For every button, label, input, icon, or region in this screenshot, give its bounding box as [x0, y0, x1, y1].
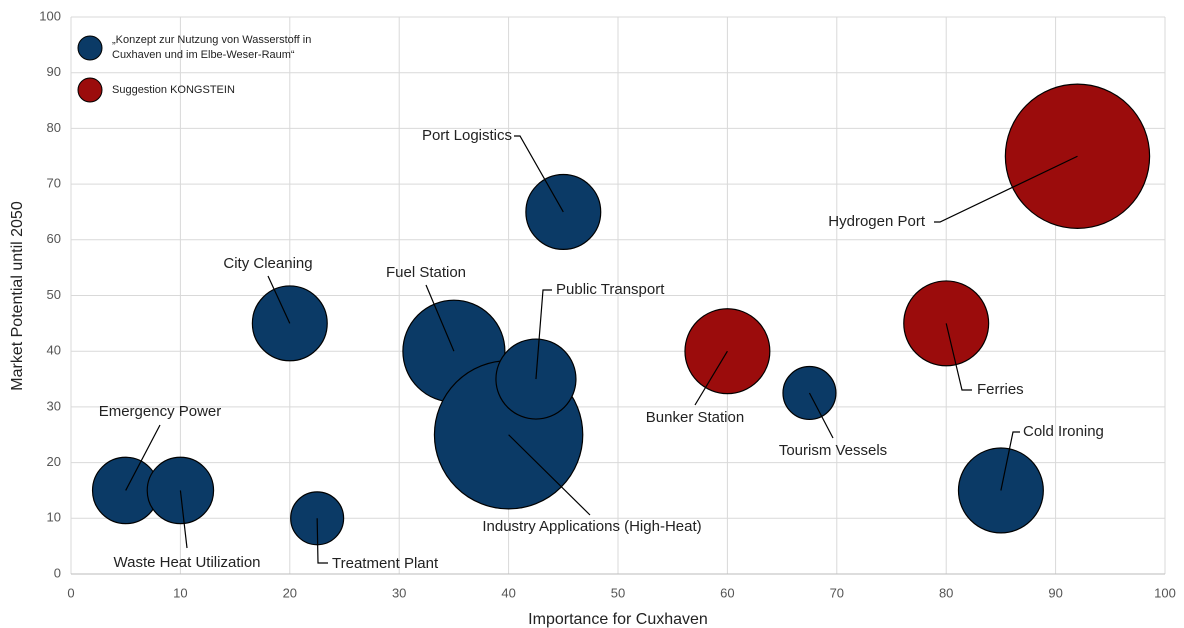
- legend-box: „Konzept zur Nutzung von Wasserstoff in …: [112, 34, 312, 61]
- data-label: Waste Heat Utilization: [114, 554, 261, 571]
- data-label: Emergency Power: [99, 403, 222, 420]
- legend-box: Suggestion KONGSTEIN: [112, 83, 235, 96]
- leader-line: [535, 289, 552, 380]
- data-label: Hydrogen Port: [828, 213, 926, 230]
- bubble: [957, 447, 1044, 534]
- leader-line: [267, 275, 291, 324]
- leader-line: [125, 424, 161, 491]
- y-tick-label: 70: [47, 176, 61, 191]
- x-tick-label: 10: [173, 585, 187, 600]
- x-tick-label: 80: [939, 585, 953, 600]
- y-tick-label: 20: [47, 454, 61, 469]
- y-axis-title: Market Potential until 2050: [9, 201, 26, 391]
- leader-line: [514, 135, 564, 213]
- data-label: Public Transport: [556, 281, 665, 298]
- legend-label: „Konzept zur Nutzung von Wasserstoff in …: [112, 34, 312, 61]
- data-label-box: Industry Applications (High-Heat): [482, 518, 702, 535]
- leader-line: [945, 323, 972, 391]
- x-tick-label: 40: [501, 585, 515, 600]
- x-tick-label: 30: [392, 585, 406, 600]
- data-label: Port Logistics: [422, 127, 512, 144]
- bubble: [251, 285, 328, 362]
- leader-line: [1000, 431, 1020, 491]
- data-label: Bunker Station: [646, 409, 744, 426]
- data-label: Cold Ironing: [1023, 423, 1104, 440]
- legend-marker: [77, 35, 103, 61]
- x-tick-label: 50: [611, 585, 625, 600]
- y-tick-label: 30: [47, 398, 61, 413]
- leader-line: [425, 284, 455, 352]
- x-tick-label: 100: [1154, 585, 1176, 600]
- data-label: Treatment Plant: [332, 555, 439, 572]
- x-tick-label: 20: [283, 585, 297, 600]
- x-tick-label: 0: [67, 585, 74, 600]
- leader-line: [694, 350, 728, 406]
- leader-line: [508, 434, 591, 516]
- y-tick-label: 90: [47, 64, 61, 79]
- x-tick-label: 60: [720, 585, 734, 600]
- y-tick-label: 50: [47, 287, 61, 302]
- y-tick-label: 60: [47, 231, 61, 246]
- x-tick-label: 90: [1048, 585, 1062, 600]
- data-label: Ferries: [977, 381, 1024, 398]
- y-tick-label: 40: [47, 343, 61, 358]
- x-tick-label: 70: [830, 585, 844, 600]
- legend-label: Suggestion KONGSTEIN: [112, 83, 235, 96]
- y-tick-label: 10: [47, 510, 61, 525]
- x-axis-title: Importance for Cuxhaven: [528, 611, 708, 628]
- leader-line: [179, 490, 188, 549]
- data-label: Fuel Station: [386, 264, 466, 281]
- leader-line: [934, 155, 1078, 223]
- data-label: Industry Applications (High-Heat): [482, 518, 702, 535]
- leader-line: [808, 392, 834, 439]
- y-tick-label: 80: [47, 120, 61, 135]
- y-tick-label: 100: [39, 8, 61, 23]
- y-tick-label: 0: [54, 565, 61, 580]
- leader-line: [316, 518, 328, 564]
- data-label: Tourism Vessels: [779, 442, 887, 459]
- data-label: City Cleaning: [223, 255, 312, 272]
- legend-marker: [77, 77, 103, 103]
- bubble: [903, 280, 990, 367]
